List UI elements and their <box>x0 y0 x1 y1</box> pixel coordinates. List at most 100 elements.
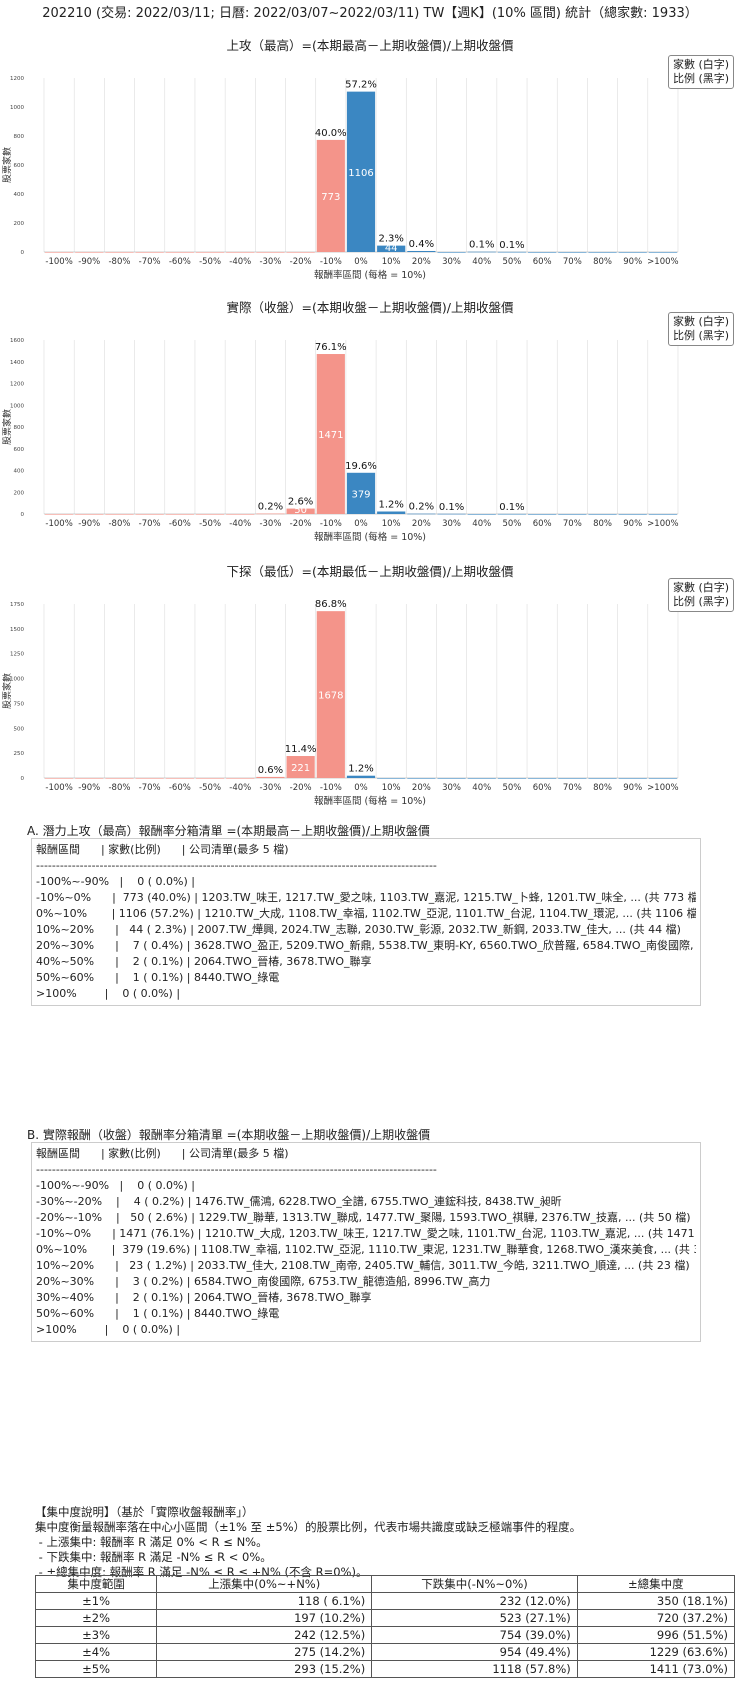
bar <box>558 252 587 253</box>
y-tick-label: 200 <box>14 490 25 496</box>
bar <box>45 514 74 515</box>
list-item: 報酬區間 | 家數(比例) | 公司清單(最多 5 檔) <box>36 1147 289 1160</box>
bar <box>407 778 436 779</box>
x-tick-label: -90% <box>78 783 100 793</box>
bar <box>316 354 345 514</box>
x-tick-label: -100% <box>45 783 72 793</box>
x-tick-label: 60% <box>533 519 552 529</box>
bar <box>467 251 496 253</box>
x-tick-label: 0% <box>354 783 368 793</box>
x-tick-label: -70% <box>139 257 161 267</box>
list-item: >100% | 0 ( 0.0%) | <box>36 1323 181 1336</box>
table-row: ±5% 293 (15.2%) 1118 (57.8%) 1411 (73.0%) <box>34 1660 736 1678</box>
bar <box>588 514 617 515</box>
x-tick-label: 40% <box>472 519 491 529</box>
list-item: 50%~60% | 1 ( 0.1%) | 8440.TWO_綠電 <box>36 971 280 984</box>
table-cell: ±5% <box>34 1660 158 1678</box>
bar <box>437 513 466 515</box>
chart-actual-close-svg: 實際（收盤）=(本期收盤－上期收盤價)/上期收盤價 0 200 400 600 800 10… <box>1 300 679 543</box>
bar <box>165 778 194 779</box>
bar-percent-label: 0.2% <box>409 502 434 513</box>
bar-count-label: 221 <box>291 763 310 774</box>
bar <box>165 252 194 253</box>
x-tick-label: 10% <box>382 519 401 529</box>
x-tick-label: 80% <box>593 783 612 793</box>
bar <box>45 778 74 779</box>
bar-count-label: 1471 <box>318 430 343 441</box>
y-tick-label: 1400 <box>10 360 24 366</box>
bar <box>558 514 587 515</box>
table-header-row: 集中度範圍 上漲集中(0%~+N%) 下跌集中(-N%~0%) ±總集中度 <box>34 1575 736 1593</box>
bar <box>377 511 406 514</box>
bar <box>75 514 104 515</box>
x-tick-label: 50% <box>502 257 521 267</box>
y-tick-label: 1750 <box>10 602 24 608</box>
table-cell: 118 ( 6.1%) <box>156 1592 373 1610</box>
y-tick-label: 0 <box>21 512 25 518</box>
bar <box>528 514 557 515</box>
bar <box>346 472 376 514</box>
x-tick-label: 70% <box>563 519 582 529</box>
list-item: 20%~30% | 7 ( 0.4%) | 3628.TWO_盈正, 5209.… <box>36 939 696 952</box>
concentration-note: 【集中度說明】（基於「實際收盤報酬率」） 集中度衡量報酬率落在中心小區間（±1% … <box>35 1505 581 1580</box>
chart-title: 下探（最低）=(本期最低－上期收盤價)/上期收盤價 <box>227 564 514 579</box>
table-cell: 1411 (73.0%) <box>576 1660 736 1678</box>
bar-count-label: 44 <box>385 243 398 254</box>
x-tick-label: 60% <box>533 783 552 793</box>
list-item: 40%~50% | 2 ( 0.1%) | 2064.TWO_晉椿, 3678.… <box>36 955 372 968</box>
table-row: ±1% 118 ( 6.1%) 232 (12.0%) 350 (18.1%) <box>34 1592 736 1610</box>
legend-line-count: 家數 (白字) <box>673 58 730 71</box>
section-a-box: 報酬區間 | 家數(比例) | 公司清單(最多 5 檔) ------------… <box>31 838 701 1006</box>
legend-line-ratio: 比例 (黑字) <box>673 72 730 85</box>
list-item: 20%~30% | 3 ( 0.2%) | 6584.TWO_南俊國際, 675… <box>36 1275 491 1288</box>
list-item: >100% | 0 ( 0.0%) | <box>36 987 181 1000</box>
bar <box>195 514 225 515</box>
bar <box>497 251 527 253</box>
x-tick-label: 80% <box>593 257 612 267</box>
chart-legend: 家數 (白字) 比例 (黑字) <box>668 578 735 612</box>
x-tick-label: >100% <box>647 519 678 529</box>
bar <box>135 252 164 253</box>
x-tick-label: -60% <box>169 783 191 793</box>
y-tick-label: 750 <box>14 701 25 707</box>
bar-percent-label: 0.1% <box>469 240 494 251</box>
bar <box>256 513 285 515</box>
bar <box>135 778 164 779</box>
bar <box>558 778 587 779</box>
y-tick-label: 1250 <box>10 652 24 658</box>
x-tick-label: 40% <box>472 257 491 267</box>
x-tick-label: 10% <box>382 257 401 267</box>
bar <box>528 778 557 779</box>
x-tick-label: -70% <box>139 783 161 793</box>
bar-percent-label: 57.2% <box>345 80 377 91</box>
x-tick-label: -30% <box>259 783 281 793</box>
bar <box>165 514 194 515</box>
x-tick-label: >100% <box>647 783 678 793</box>
chart-legend: 家數 (白字) 比例 (黑字) <box>668 55 735 89</box>
x-tick-label: -50% <box>199 783 221 793</box>
chart-upside-high: 上攻（最高）=(本期最高－上期收盤價)/上期收盤價 0 200 400 600 800 10… <box>0 30 740 292</box>
bar <box>437 778 466 779</box>
y-tick-label: 200 <box>14 221 25 227</box>
y-tick-label: 400 <box>14 192 25 198</box>
table-header: 集中度範圍 <box>34 1575 158 1593</box>
x-tick-label: -80% <box>108 257 130 267</box>
list-item: -10%~0% | 1471 (76.1%) | 1210.TW_大成, 120… <box>36 1227 696 1240</box>
bar <box>467 514 496 515</box>
y-tick-label: 1200 <box>10 76 24 82</box>
y-tick-label: 1000 <box>10 403 24 409</box>
bar <box>437 252 466 253</box>
y-axis-label: 股票家數 <box>1 673 13 709</box>
table-cell: 232 (12.0%) <box>371 1592 578 1610</box>
bar <box>256 252 285 253</box>
bar <box>618 252 647 253</box>
list-item: 10%~20% | 23 ( 1.2%) | 2033.TW_佳大, 2108.… <box>36 1259 690 1272</box>
chart-upside-high-svg: 上攻（最高）=(本期最高－上期收盤價)/上期收盤價 0 200 400 600 800 10… <box>1 38 679 281</box>
table-cell: 197 (10.2%) <box>156 1609 373 1627</box>
list-item: -100%~-90% | 0 ( 0.0%) | <box>36 875 195 888</box>
bar <box>75 778 104 779</box>
legend-line-count: 家數 (白字) <box>673 581 730 594</box>
bar <box>226 514 255 515</box>
legend-line-ratio: 比例 (黑字) <box>673 595 730 608</box>
table-header: 下跌集中(-N%~0%) <box>371 1575 578 1593</box>
